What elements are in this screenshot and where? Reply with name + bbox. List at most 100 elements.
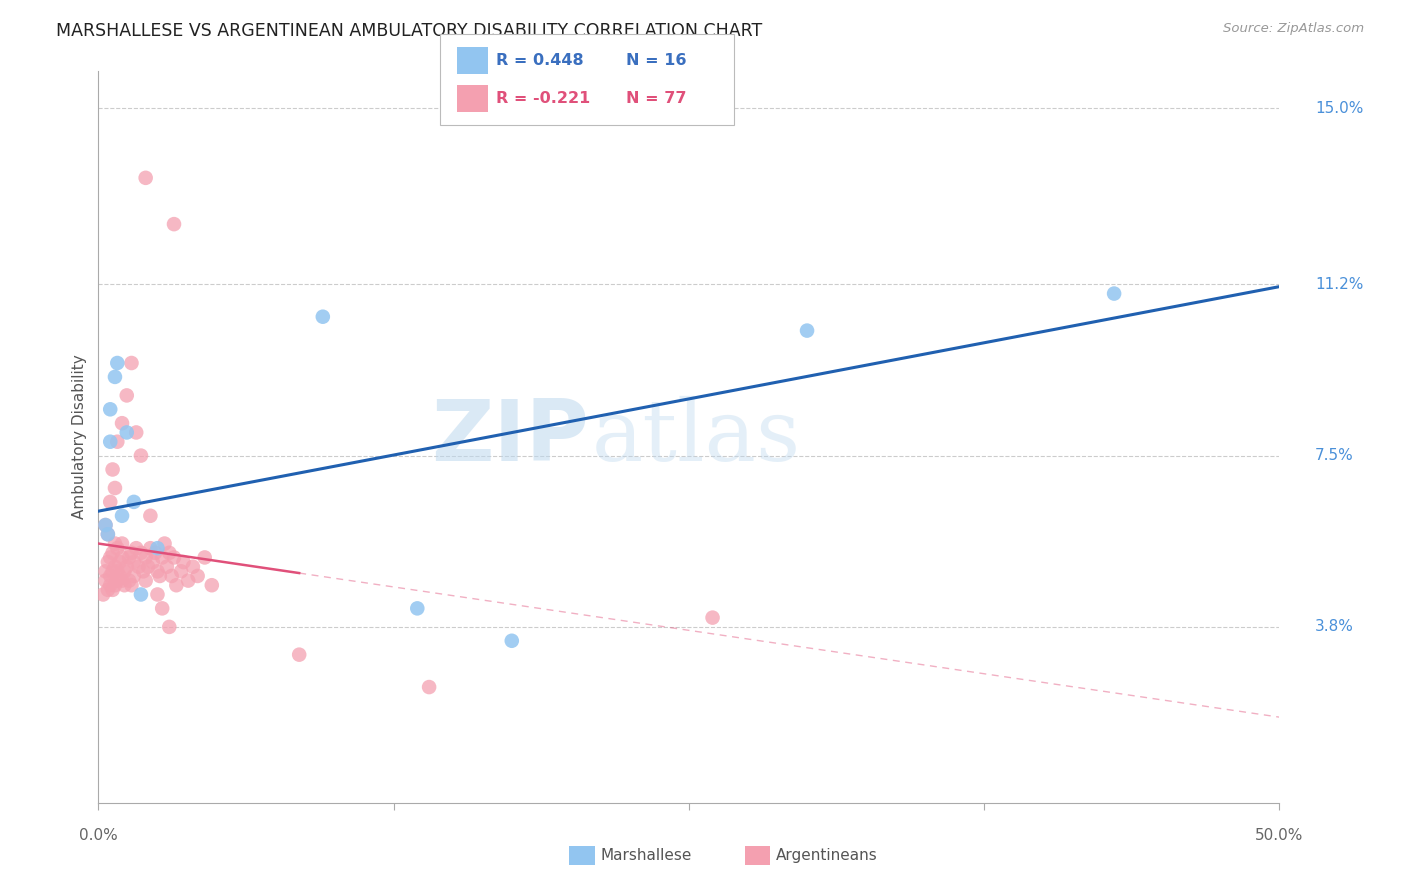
- Point: [105, 574, 128, 588]
- Point: [105, 541, 128, 556]
- Point: [101, 546, 124, 560]
- Point: [104, 536, 127, 550]
- Text: atlas: atlas: [592, 395, 801, 479]
- Point: [111, 574, 134, 588]
- Point: [135, 574, 157, 588]
- Point: [101, 582, 124, 597]
- Point: [157, 620, 180, 634]
- Point: [94, 518, 117, 533]
- Point: [98, 402, 121, 417]
- Point: [125, 541, 148, 556]
- Point: [172, 555, 194, 569]
- Text: 50.0%: 50.0%: [1256, 829, 1303, 843]
- Point: [156, 559, 179, 574]
- Point: [105, 565, 128, 579]
- Point: [115, 559, 138, 574]
- Point: [94, 574, 117, 588]
- Point: [122, 569, 145, 583]
- Text: 11.2%: 11.2%: [1315, 277, 1364, 292]
- Point: [108, 569, 131, 583]
- Text: 0.0%: 0.0%: [79, 829, 118, 843]
- Text: ZIP: ZIP: [430, 395, 589, 479]
- Point: [501, 633, 523, 648]
- Point: [115, 425, 138, 440]
- Point: [139, 541, 162, 556]
- Point: [122, 495, 145, 509]
- Point: [91, 587, 114, 601]
- Point: [111, 536, 134, 550]
- Point: [94, 565, 117, 579]
- Point: [288, 648, 311, 662]
- Point: [139, 508, 162, 523]
- Point: [142, 555, 165, 569]
- Point: [150, 601, 173, 615]
- Point: [128, 559, 150, 574]
- Point: [97, 527, 120, 541]
- Point: [101, 462, 124, 476]
- Point: [181, 559, 204, 574]
- Point: [132, 565, 155, 579]
- Point: [796, 324, 818, 338]
- Point: [153, 536, 176, 550]
- Point: [121, 356, 143, 370]
- Point: [104, 578, 127, 592]
- Text: R = 0.448: R = 0.448: [496, 54, 583, 68]
- Text: Source: ZipAtlas.com: Source: ZipAtlas.com: [1223, 22, 1364, 36]
- Point: [111, 508, 134, 523]
- Text: 3.8%: 3.8%: [1315, 619, 1354, 634]
- Point: [108, 555, 131, 569]
- Point: [149, 569, 172, 583]
- Point: [94, 518, 117, 533]
- Point: [406, 601, 429, 615]
- Point: [112, 565, 135, 579]
- Point: [194, 550, 217, 565]
- Point: [177, 574, 200, 588]
- Point: [105, 356, 128, 370]
- Text: N = 16: N = 16: [626, 54, 686, 68]
- Point: [143, 546, 166, 560]
- Text: R = -0.221: R = -0.221: [496, 91, 591, 105]
- Point: [101, 565, 124, 579]
- Point: [129, 546, 152, 560]
- Point: [135, 170, 157, 185]
- Point: [111, 550, 134, 565]
- Point: [146, 587, 169, 601]
- Point: [121, 578, 143, 592]
- Point: [146, 565, 169, 579]
- Point: [125, 425, 148, 440]
- Point: [136, 559, 159, 574]
- Point: [104, 370, 127, 384]
- Point: [1102, 286, 1125, 301]
- Point: [98, 495, 121, 509]
- Point: [112, 578, 135, 592]
- Point: [111, 416, 134, 430]
- Point: [105, 434, 128, 449]
- Point: [97, 527, 120, 541]
- Text: Marshallese: Marshallese: [600, 848, 692, 863]
- Point: [121, 546, 143, 560]
- Point: [98, 550, 121, 565]
- Point: [97, 582, 120, 597]
- Point: [312, 310, 335, 324]
- Point: [150, 550, 173, 565]
- Point: [98, 434, 121, 449]
- Point: [104, 481, 127, 495]
- Point: [129, 587, 152, 601]
- Point: [98, 569, 121, 583]
- Point: [115, 388, 138, 402]
- Point: [97, 555, 120, 569]
- Point: [98, 578, 121, 592]
- Y-axis label: Ambulatory Disability: Ambulatory Disability: [72, 355, 87, 519]
- Point: [135, 550, 157, 565]
- Text: 15.0%: 15.0%: [1315, 101, 1364, 116]
- Point: [170, 565, 193, 579]
- Text: Argentineans: Argentineans: [776, 848, 877, 863]
- Point: [118, 550, 141, 565]
- Point: [187, 569, 209, 583]
- Point: [201, 578, 224, 592]
- Point: [702, 610, 724, 624]
- Point: [118, 574, 141, 588]
- Text: N = 77: N = 77: [626, 91, 686, 105]
- Point: [165, 578, 187, 592]
- Point: [146, 541, 169, 556]
